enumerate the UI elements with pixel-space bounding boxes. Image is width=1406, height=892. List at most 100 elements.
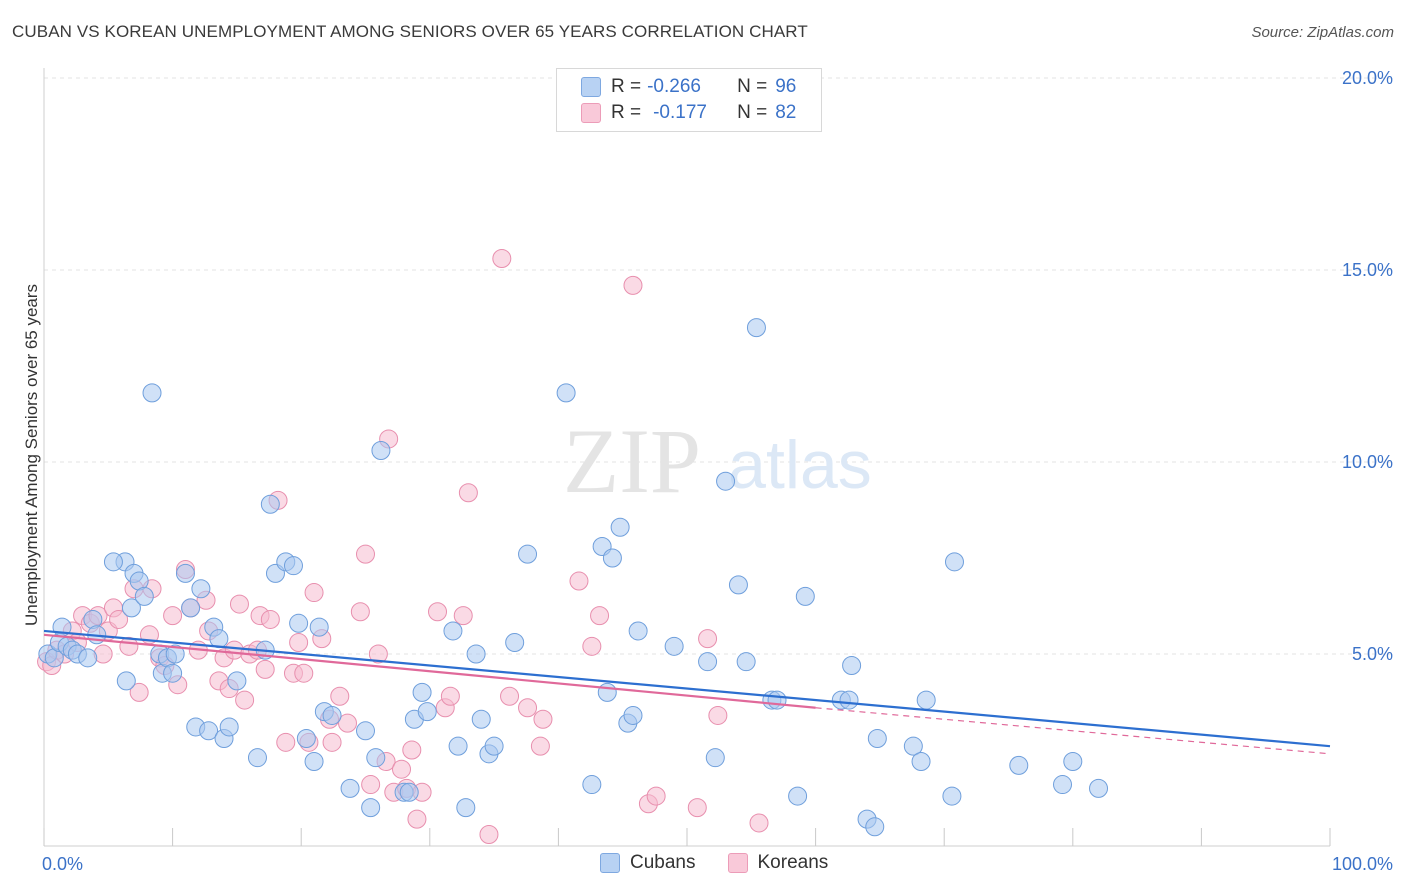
korean-point — [109, 609, 129, 629]
cuban-point — [867, 728, 887, 748]
cuban-point — [296, 728, 316, 748]
cuban-point — [399, 782, 419, 802]
koreans-trend-line — [43, 633, 816, 709]
korean-point — [356, 544, 375, 564]
koreans-points — [37, 248, 769, 844]
cuban-point — [78, 648, 98, 668]
cuban-point — [322, 705, 342, 725]
cuban-point — [736, 652, 756, 672]
koreans-legend-swatch — [727, 853, 748, 873]
cuban-point — [865, 817, 885, 837]
y-tick-label: 15.0% — [1342, 260, 1393, 280]
cuban-point — [283, 556, 303, 576]
watermark-atlas: atlas — [728, 427, 872, 503]
korean-point — [129, 682, 149, 702]
korean-point — [623, 275, 643, 295]
cuban-point — [289, 613, 309, 633]
cuban-point — [842, 656, 862, 676]
cuban-point — [1089, 778, 1109, 798]
korean-point — [440, 686, 460, 706]
cuban-point — [610, 517, 630, 537]
x-tick-labels: 0.0% 100.0% — [42, 854, 1393, 874]
trend-lines — [43, 629, 1331, 755]
korean-point — [276, 732, 296, 752]
cuban-point — [121, 598, 141, 618]
cuban-point — [361, 798, 381, 818]
korean-point — [350, 602, 370, 622]
korean-point — [235, 690, 255, 710]
cuban-point — [767, 690, 787, 710]
cubans-n-label: N = — [737, 76, 768, 97]
korean-point — [294, 663, 314, 683]
korean-point — [582, 636, 602, 656]
cubans-legend-label: Cubans — [630, 852, 696, 873]
axes — [43, 68, 1331, 847]
bottom-legend-koreans: Koreans — [727, 852, 828, 874]
korean-point — [708, 705, 728, 725]
cuban-point — [260, 494, 280, 514]
korean-point — [518, 698, 538, 718]
bottom-legend: Cubans Koreans — [600, 852, 860, 874]
legend-row-cubans: R = -0.266 N = 96 — [581, 75, 796, 99]
cuban-point — [199, 721, 219, 741]
cuban-point — [903, 736, 923, 756]
korean-point — [368, 644, 388, 664]
cubans-r-label: R = — [611, 76, 642, 97]
korean-point — [407, 809, 427, 829]
korean-point — [590, 606, 610, 626]
korean-point — [698, 629, 718, 649]
koreans-r-value: -0.177 — [653, 102, 707, 123]
cuban-point — [484, 736, 504, 756]
cuban-point — [412, 682, 432, 702]
cuban-point — [356, 721, 375, 741]
cuban-point — [371, 440, 391, 460]
cuban-point — [556, 383, 576, 403]
cuban-point — [142, 383, 162, 403]
cuban-point — [417, 702, 437, 722]
korean-point — [687, 798, 707, 818]
cuban-point — [456, 798, 476, 818]
korean-point — [458, 483, 478, 503]
korean-point — [749, 813, 769, 833]
cuban-point — [219, 717, 239, 737]
cuban-point — [788, 786, 808, 806]
korean-point — [255, 659, 275, 679]
korean-point — [260, 609, 280, 629]
cuban-point — [116, 671, 136, 691]
korean-point — [361, 775, 381, 795]
korean-point — [392, 759, 412, 779]
korean-point — [402, 740, 422, 760]
cuban-point — [366, 748, 386, 768]
korean-point — [500, 686, 520, 706]
cuban-point — [623, 705, 643, 725]
cuban-point — [518, 544, 538, 564]
cuban-point — [304, 752, 324, 772]
watermark-zip: ZIP — [563, 410, 701, 512]
koreans-n-label: N = — [737, 102, 768, 123]
cuban-point — [1063, 752, 1083, 772]
koreans-trend-extension — [815, 707, 1331, 755]
cuban-point — [664, 636, 684, 656]
cubans-n-value: 96 — [775, 76, 797, 97]
y-tick-label: 10.0% — [1342, 452, 1393, 472]
korean-point — [337, 713, 357, 733]
korean-point — [530, 736, 550, 756]
cuban-point — [1053, 775, 1073, 795]
y-tick-label: 20.0% — [1342, 68, 1393, 88]
cuban-point — [134, 586, 154, 606]
korean-point — [533, 709, 553, 729]
korean-point — [289, 632, 309, 652]
cuban-point — [628, 621, 648, 641]
legend-row-koreans: R = -0.177 N = 82 — [581, 101, 796, 125]
korean-point — [492, 248, 512, 268]
cuban-point — [175, 563, 195, 583]
cuban-point — [944, 552, 964, 572]
cuban-point — [1009, 755, 1029, 775]
cuban-point — [505, 632, 525, 652]
cuban-point — [247, 748, 267, 768]
y-tick-label: 5.0% — [1352, 644, 1393, 664]
x-tick-label: 0.0% — [42, 854, 83, 874]
cuban-point — [191, 579, 211, 599]
koreans-r-label: R = — [611, 102, 642, 123]
